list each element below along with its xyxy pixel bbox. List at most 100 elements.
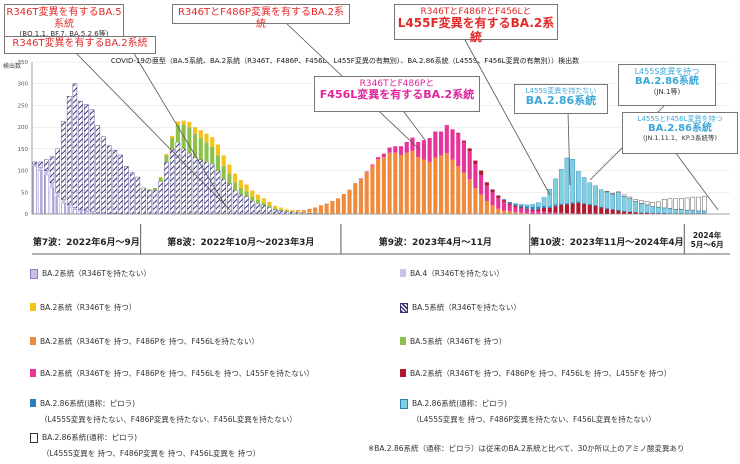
- legend-label-ba5-r: BA.5系統（R346Tを 持つ）: [410, 337, 507, 346]
- bar-segment-ba286-no: [582, 203, 587, 205]
- bar-segment-ba4: [55, 192, 60, 197]
- bar-segment-ba2-f486: [398, 154, 404, 214]
- bar-segment-ba2-r: [210, 137, 215, 147]
- legend-swatch-ba5-r: [400, 337, 406, 345]
- bar-segment-ba5-r: [238, 187, 243, 195]
- bar-segment-ba5-no: [232, 189, 238, 215]
- bar-segment-ba2-no: [44, 174, 49, 215]
- bar-segment-ba286-l455s: [518, 204, 524, 206]
- bar-segment-ba2-l455: [542, 207, 547, 212]
- bar-segment-ba5-no: [261, 205, 266, 215]
- bar-segment-ba2-no: [55, 196, 61, 215]
- callout-ba5-r346t: R346T変異を有するBA.5系統 (BQ.1.1, BF.7, BA.5.2.…: [4, 4, 124, 38]
- bar-segment-ba286-l455s: [570, 159, 575, 203]
- bar-segment-ba2-r: [318, 213, 323, 214]
- bar-segment-ba5-no: [78, 100, 83, 210]
- bar-segment-ba286-l455s: [684, 209, 690, 214]
- bar-segment-ba2-f486: [336, 198, 341, 214]
- bar-segment-ba5-no: [152, 189, 158, 215]
- legend-item-ba2-r: BA.2系統（R346Tを 持つ）: [30, 302, 136, 313]
- bar-segment-ba2-f486: [433, 157, 438, 214]
- bar-segment-ba2-r: [284, 209, 289, 211]
- bar-segment-ba2-f486: [461, 172, 467, 214]
- callout-ba2-l455f-sub: L455F変異を有するBA.2系統: [397, 16, 555, 45]
- bar-segment-ba2-l455: [461, 140, 467, 143]
- bar-segment-ba2-f456: [410, 137, 415, 151]
- bar-segment-ba2-f456: [501, 201, 507, 211]
- bar-segment-ba286-l455s: [581, 177, 587, 204]
- bar-segment-ba286-l455s-f456l: [673, 198, 678, 210]
- bar-segment-ba2-l455: [530, 209, 535, 211]
- bar-segment-ba2-r: [227, 164, 232, 175]
- bar-segment-ba4: [84, 210, 89, 213]
- bar-segment-ba5-no: [72, 83, 78, 208]
- legend-swatch-ba2-f486: [30, 337, 36, 345]
- footnote: ※BA.2.86系統（通称：ピロラ）は従来のBA.2系統と比べて、30か所以上の…: [368, 444, 685, 453]
- bar-segment-ba5-no: [49, 156, 55, 183]
- bar-segment-ba5-no: [101, 136, 106, 213]
- bar-segment-ba286-l455s-f456l: [656, 201, 661, 208]
- y-tick-label: 200: [18, 125, 29, 131]
- bar-segment-ba5-r: [193, 133, 198, 158]
- bar-segment-ba2-f456: [490, 192, 495, 206]
- bar-segment-ba5-r: [267, 205, 272, 208]
- bar-segment-ba286-l455s: [604, 191, 610, 209]
- legend-swatch-ba2-no: [30, 269, 38, 279]
- bar-segment-ba2-r: [313, 212, 318, 214]
- bar-segment-ba2-l455: [616, 210, 621, 214]
- waves-layer: 第7波：2022年6月～9月 第8波：2022年10月～2023年3月 第9波：20…: [32, 224, 730, 255]
- bar-segment-ba286-no: [599, 207, 604, 208]
- bar-segment-ba286-l455s: [644, 204, 650, 213]
- bar-segment-ba5-no: [55, 148, 61, 193]
- bar-segment-ba2-r: [244, 184, 249, 192]
- bar-segment-ba2-f456: [519, 208, 524, 213]
- bar-segment-ba2-no: [32, 166, 38, 215]
- bar-segment-ba2-l455: [593, 205, 598, 214]
- legend-label-ba2-l455: BA.2系統（R346Tを 持つ、F486Pを 持つ、F456Lを 持つ、L45…: [410, 369, 672, 378]
- bar-segment-ba2-r: [238, 180, 243, 188]
- bar-segment-ba5-r: [141, 187, 146, 189]
- bar-segment-ba5-r: [233, 182, 238, 191]
- bar-segment-ba2-f456: [404, 141, 409, 153]
- bar-segment-ba286-l455s: [553, 178, 558, 206]
- bar-segment-ba2-no: [72, 209, 78, 215]
- bar-segment-ba286-no: [536, 207, 541, 210]
- bar-segment-ba286-l455s: [633, 201, 638, 213]
- bar-segment-ba2-f456: [427, 138, 432, 162]
- bar-segment-ba2-r: [158, 177, 163, 178]
- bar-segment-ba5-r: [227, 174, 232, 184]
- wave-label: 第7波：2022年6月～9月: [33, 236, 140, 248]
- bar-segment-ba2-f456: [467, 151, 472, 180]
- callout-ba286-l455s-f456l-ex: (JN.1.11.1、KP.3系統等): [643, 133, 717, 142]
- legend-swatch-ba2-r: [30, 303, 36, 311]
- bar-segment-ba2-l455: [564, 204, 569, 214]
- bar-segment-ba2-f486: [404, 152, 409, 214]
- legend-swatch-ba2-f456: [30, 369, 36, 377]
- legend-item-ba5-no: BA.5系統（R346Tを持たない）: [400, 302, 521, 313]
- bar-segment-ba2-f486: [324, 203, 329, 214]
- bar-segment-ba5-r: [158, 177, 163, 182]
- bar-segment-ba2-f486: [358, 178, 364, 214]
- bar-segment-ba4: [72, 207, 77, 210]
- bar-segment-ba2-l455: [519, 207, 524, 209]
- callout-ba286-l455s-ex: (JN.1等): [653, 87, 681, 96]
- bar-segment-ba2-r: [290, 210, 295, 212]
- bar-segment-ba2-f456: [524, 209, 529, 214]
- bar-segment-ba2-r: [307, 212, 312, 214]
- bar-segment-ba286-l455s: [610, 193, 615, 210]
- bar-segment-ba5-r: [278, 209, 283, 211]
- legend-swatch-ba286-l455s-f456l: [30, 433, 38, 443]
- bar-segment-ba2-no: [38, 170, 43, 215]
- bar-segment-ba4: [107, 213, 112, 214]
- bar-segment-ba286-l455s-f456l: [604, 191, 610, 193]
- bar-segment-ba5-no: [164, 161, 169, 215]
- bar-segment-ba2-no: [66, 207, 72, 215]
- bar-segment-ba2-r: [215, 144, 220, 156]
- bar-segment-ba2-l455: [553, 206, 558, 213]
- callout-ba286-l455s-title: L455S変異を持つ: [634, 67, 700, 76]
- bar-segment-ba2-f486: [444, 153, 449, 214]
- bar-segment-ba2-f486: [307, 208, 312, 213]
- bar-segment-ba2-f456: [421, 140, 426, 160]
- bar-segment-ba286-l455s: [696, 210, 701, 214]
- wave-label: 2024年: [693, 230, 722, 240]
